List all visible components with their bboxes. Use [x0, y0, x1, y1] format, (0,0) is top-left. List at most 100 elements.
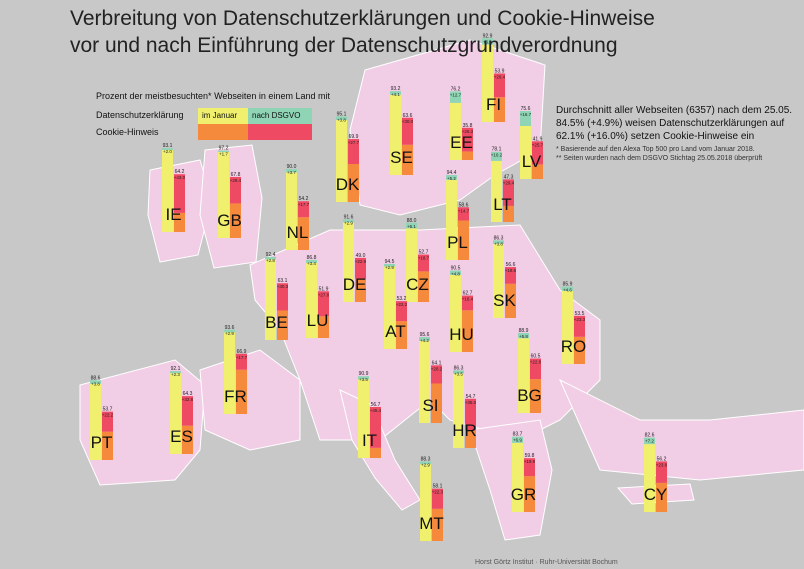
land-shape [469, 419, 553, 541]
bar-cookie-january [505, 283, 516, 318]
label-cookie-total: 52.7 [419, 250, 429, 256]
bar-privacy-january [390, 94, 401, 175]
summary-note: Durchschnitt aller Webseiten (6357) nach… [556, 104, 796, 143]
bar-cookie-january [574, 336, 585, 364]
label-privacy-total: 86.8 [307, 255, 317, 261]
chart-title: Verbreitung von Datenschutzerklärungen u… [70, 5, 655, 59]
label-cookie-total: 59.8 [525, 453, 535, 459]
label-privacy-delta: +2.3 [171, 372, 180, 377]
label-privacy-delta: +2.9 [225, 331, 234, 336]
bar-cookie-january [230, 203, 241, 238]
label-cookie-delta: +22.8 [530, 360, 542, 365]
bar-cookie-added [462, 127, 473, 152]
bar-cookie-january [236, 369, 247, 414]
country-group-mt: 88.3+2.9 58.1+22.3 MT [419, 457, 444, 541]
bar-privacy-added [446, 175, 457, 180]
label-privacy-delta: +5.8 [519, 334, 528, 339]
bar-privacy-january [419, 340, 430, 423]
label-privacy-total: 95.1 [337, 111, 347, 117]
footnote-1: * Basierende auf den Alexa Top 500 pro L… [556, 146, 755, 153]
bar-cookie-added [370, 406, 381, 448]
label-cookie-delta: +29.4 [230, 178, 242, 183]
title-line-2: vor und nach Einführung der Datenschutzg… [70, 34, 618, 57]
label-cookie-delta: +27.8 [318, 292, 330, 297]
bar-privacy-january [336, 119, 347, 202]
label-cookie-total: 58.1 [433, 484, 443, 490]
country-group-dk: 95.1+3.8 69.9+27.7 DK [336, 111, 360, 202]
bar-privacy-added [286, 169, 297, 173]
country-group-gr: 83.7+6.9 59.8+19.9 GR [511, 432, 536, 512]
bar-privacy-january [491, 160, 502, 222]
label-cookie-total: 47.3 [504, 174, 514, 180]
label-privacy-delta: +4.2 [420, 338, 429, 343]
bar-cookie-added [182, 396, 193, 426]
bar-cookie-january [182, 425, 193, 454]
country-group-it: 90.9+3.5 56.7+45.4 IT [358, 371, 382, 458]
bar-privacy-added [406, 222, 417, 229]
bar-privacy-added [343, 219, 354, 223]
label-privacy-total: 93.2 [391, 86, 401, 92]
label-cookie-delta: +18.6 [505, 268, 517, 273]
label-cookie-total: 35.8 [463, 123, 473, 129]
bar-privacy-january [562, 290, 573, 364]
bar-privacy-added [491, 151, 502, 161]
bar-privacy-january [518, 338, 529, 413]
legend-cookie-january [198, 124, 248, 140]
label-cookie-total: 41.9 [533, 136, 543, 142]
country-group-de: 91.6+2.9 49.0+22.9 DE [343, 215, 367, 302]
summary-line-1: Durchschnitt aller Webseiten (6357) nach… [556, 105, 793, 116]
country-label: PL [447, 233, 468, 252]
country-label: LV [522, 152, 542, 171]
label-cookie-total: 53.9 [495, 68, 505, 74]
bar-cookie-january [431, 383, 442, 423]
bar-cookie-january [396, 321, 407, 349]
label-privacy-total: 94.5 [385, 259, 395, 265]
legend-cookie-after [248, 124, 312, 140]
bar-privacy-january [384, 266, 395, 349]
bar-cookie-january [503, 205, 514, 222]
bar-cookie-added [431, 365, 442, 384]
label-cookie-total: 56.7 [371, 402, 381, 408]
bar-cookie-january [277, 310, 288, 340]
country-group-cz: 88.0+6.1 52.7+18.7 CZ [406, 218, 430, 302]
bar-privacy-added [419, 336, 430, 341]
label-privacy-total: 86.3 [454, 365, 464, 371]
label-cookie-delta: +17.7 [236, 355, 248, 360]
bar-privacy-added [218, 150, 229, 153]
country-group-hr: 86.3+3.5 54.7+35.0 HR [452, 365, 477, 448]
bar-cookie-added [458, 207, 469, 221]
label-privacy-delta: +2.0 [163, 149, 172, 154]
label-privacy-total: 93.6 [225, 325, 235, 331]
label-privacy-delta: +6.1 [407, 224, 416, 229]
label-cookie-total: 64.1 [432, 360, 442, 366]
country-group-fi: 92.9+6.9 53.9+26.4 FI [482, 33, 506, 122]
label-privacy-total: 92.1 [171, 366, 181, 372]
label-cookie-total: 69.9 [349, 134, 359, 140]
bar-cookie-january [348, 164, 359, 202]
bar-privacy-january [520, 125, 531, 179]
country-group-ro: 85.9+4.6 53.5+23.3 RO [561, 282, 587, 364]
country-label: RO [561, 337, 587, 356]
label-privacy-total: 75.6 [521, 106, 531, 112]
label-cookie-total: 67.8 [231, 172, 241, 178]
label-privacy-total: 88.9 [519, 328, 529, 334]
bar-privacy-january [512, 442, 523, 512]
bar-cookie-added [574, 315, 585, 337]
legend-caption: Prozent der meistbesuchten* Webseiten in… [96, 91, 330, 101]
country-group-gb: 97.2+1.7 67.8+29.4 GB [217, 146, 242, 238]
bar-privacy-january [420, 464, 431, 541]
bar-privacy-added [390, 91, 401, 95]
bar-cookie-added [318, 291, 329, 317]
country-group-se: 93.2+4.1 63.6+30.0 SE [390, 86, 414, 175]
bar-cookie-january [530, 379, 541, 413]
bar-cookie-january [298, 217, 309, 250]
country-group-at: 94.5+2.9 53.2+22.2 AT [384, 259, 408, 349]
bar-cookie-added [348, 139, 359, 165]
legend-privacy-after: nach DSGVO [248, 108, 312, 124]
bar-cookie-added [174, 174, 185, 213]
bar-cookie-added [402, 117, 413, 145]
country-group-ie: 93.1+2.0 64.2+43.0 IE [162, 143, 186, 232]
label-privacy-total: 90.9 [359, 371, 369, 377]
label-privacy-total: 94.4 [447, 170, 457, 176]
bar-cookie-added [230, 176, 241, 204]
